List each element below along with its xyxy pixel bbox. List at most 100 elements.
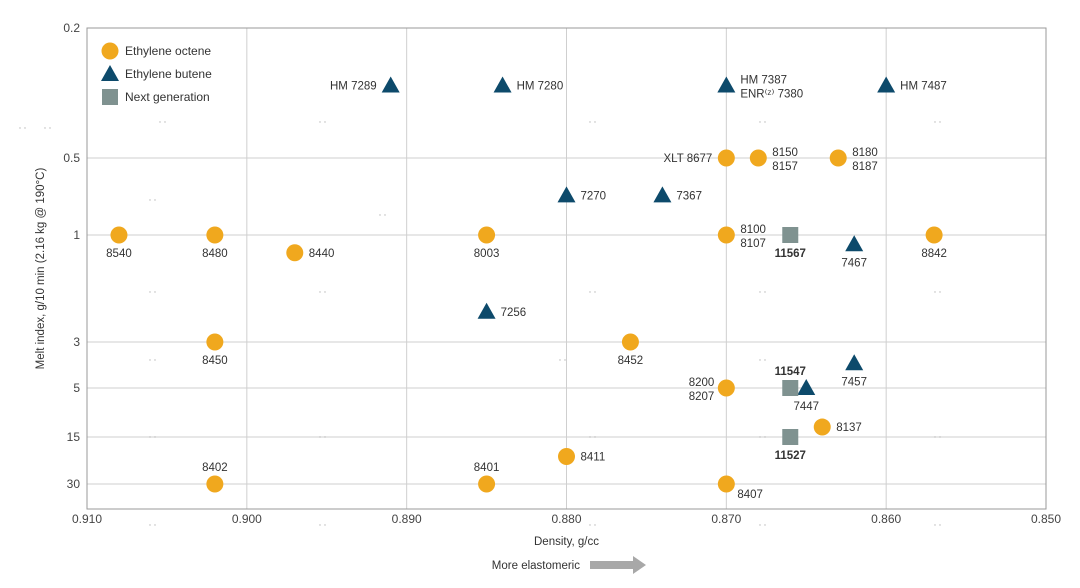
background-dot <box>934 524 936 526</box>
background-dot <box>939 121 941 123</box>
background-dot <box>164 121 166 123</box>
background-dot <box>49 127 51 129</box>
point-label: 8200 <box>689 377 715 389</box>
background-dot <box>759 291 761 293</box>
x-axis-title: Density, g/cc <box>534 536 599 548</box>
background-dot <box>934 291 936 293</box>
background-dot <box>764 359 766 361</box>
triangle-marker <box>653 186 672 203</box>
circle-marker <box>717 149 735 167</box>
point-label: 7447 <box>793 401 819 413</box>
point-label: 7457 <box>841 376 867 388</box>
point-label: 8100 <box>740 224 766 236</box>
circle-marker <box>749 149 767 167</box>
circle-marker <box>717 226 735 244</box>
circle-marker <box>478 475 496 493</box>
circle-marker <box>621 333 639 351</box>
square-marker <box>782 227 799 243</box>
triangle-marker <box>877 76 896 93</box>
background-dot <box>319 524 321 526</box>
background-dot <box>764 121 766 123</box>
background-dot <box>44 127 46 129</box>
legend-square-icon <box>102 89 118 105</box>
point-label: 8401 <box>474 462 500 474</box>
point-label: 7256 <box>501 307 527 319</box>
background-dot <box>759 524 761 526</box>
background-dot <box>319 436 321 438</box>
point-label: 8540 <box>106 248 132 260</box>
circle-marker <box>206 333 224 351</box>
data-markers <box>110 76 943 493</box>
background-dot <box>319 121 321 123</box>
plot-frame <box>86 27 1047 510</box>
background-dot <box>154 359 156 361</box>
point-label: 8440 <box>309 248 335 260</box>
legend-label: Ethylene butene <box>125 67 212 81</box>
background-dot <box>759 121 761 123</box>
background-dot <box>324 524 326 526</box>
more-elastomeric-label: More elastomeric <box>492 560 580 572</box>
x-tick-label: 0.870 <box>711 512 741 526</box>
triangle-marker <box>797 379 816 395</box>
y-tick-label: 5 <box>73 381 80 395</box>
background-dot <box>764 524 766 526</box>
point-label: 8180 <box>852 147 878 159</box>
background-dot <box>149 436 151 438</box>
background-dot <box>154 436 156 438</box>
background-dot <box>764 436 766 438</box>
y-tick-label: 15 <box>67 430 81 444</box>
y-tick-label: 0.2 <box>63 21 80 35</box>
point-label: 8207 <box>689 391 715 403</box>
x-tick-label: 0.910 <box>72 512 102 526</box>
background-dot <box>934 436 936 438</box>
background-dot <box>764 291 766 293</box>
y-tick-label: 30 <box>67 477 81 491</box>
triangle-marker <box>493 76 512 93</box>
point-label: 8107 <box>740 238 766 250</box>
point-label: 8402 <box>202 462 228 474</box>
background-dot <box>149 199 151 201</box>
y-tick-label: 1 <box>73 228 80 242</box>
point-label: HM 7280 <box>517 81 564 93</box>
triangle-marker <box>477 302 496 319</box>
background-dot <box>159 121 161 123</box>
background-dot <box>19 127 21 129</box>
arrow-right-icon <box>590 556 646 574</box>
point-label: ENR⁽ᶻ⁾ 7380 <box>740 88 803 101</box>
point-label: 8003 <box>474 248 500 260</box>
background-dot <box>564 359 566 361</box>
point-label: 8407 <box>737 489 763 501</box>
circle-marker <box>925 226 943 244</box>
point-label: 11567 <box>775 248 806 260</box>
point-label: 8137 <box>836 422 862 434</box>
background-dot <box>379 214 381 216</box>
point-label: 8150 <box>772 147 798 159</box>
point-label: 8187 <box>852 161 878 173</box>
y-tick-label: 0.5 <box>63 151 80 165</box>
background-dot <box>324 291 326 293</box>
triangle-marker <box>557 186 576 203</box>
point-label: HM 7289 <box>330 81 377 93</box>
point-label: HM 7487 <box>900 81 947 93</box>
circle-marker <box>206 475 224 493</box>
point-label: 8842 <box>921 248 947 260</box>
background-dot <box>934 121 936 123</box>
circle-marker <box>829 149 847 167</box>
background-dot <box>759 359 761 361</box>
background-dot <box>149 524 151 526</box>
circle-marker <box>717 475 735 493</box>
y-tick-label: 3 <box>73 335 80 349</box>
point-label: 11547 <box>775 366 806 378</box>
point-label: 11527 <box>775 450 806 462</box>
background-dot <box>939 524 941 526</box>
background-dot <box>594 291 596 293</box>
background-dot <box>324 121 326 123</box>
y-axis-ticks: 0.2 0.5 1 3 5 15 30 <box>63 21 80 491</box>
point-label: 8157 <box>772 161 798 173</box>
triangle-marker <box>845 354 864 371</box>
background-dot <box>154 524 156 526</box>
square-marker <box>782 429 799 445</box>
circle-marker <box>558 448 575 466</box>
background-dot <box>319 291 321 293</box>
point-label: 8450 <box>202 355 228 367</box>
